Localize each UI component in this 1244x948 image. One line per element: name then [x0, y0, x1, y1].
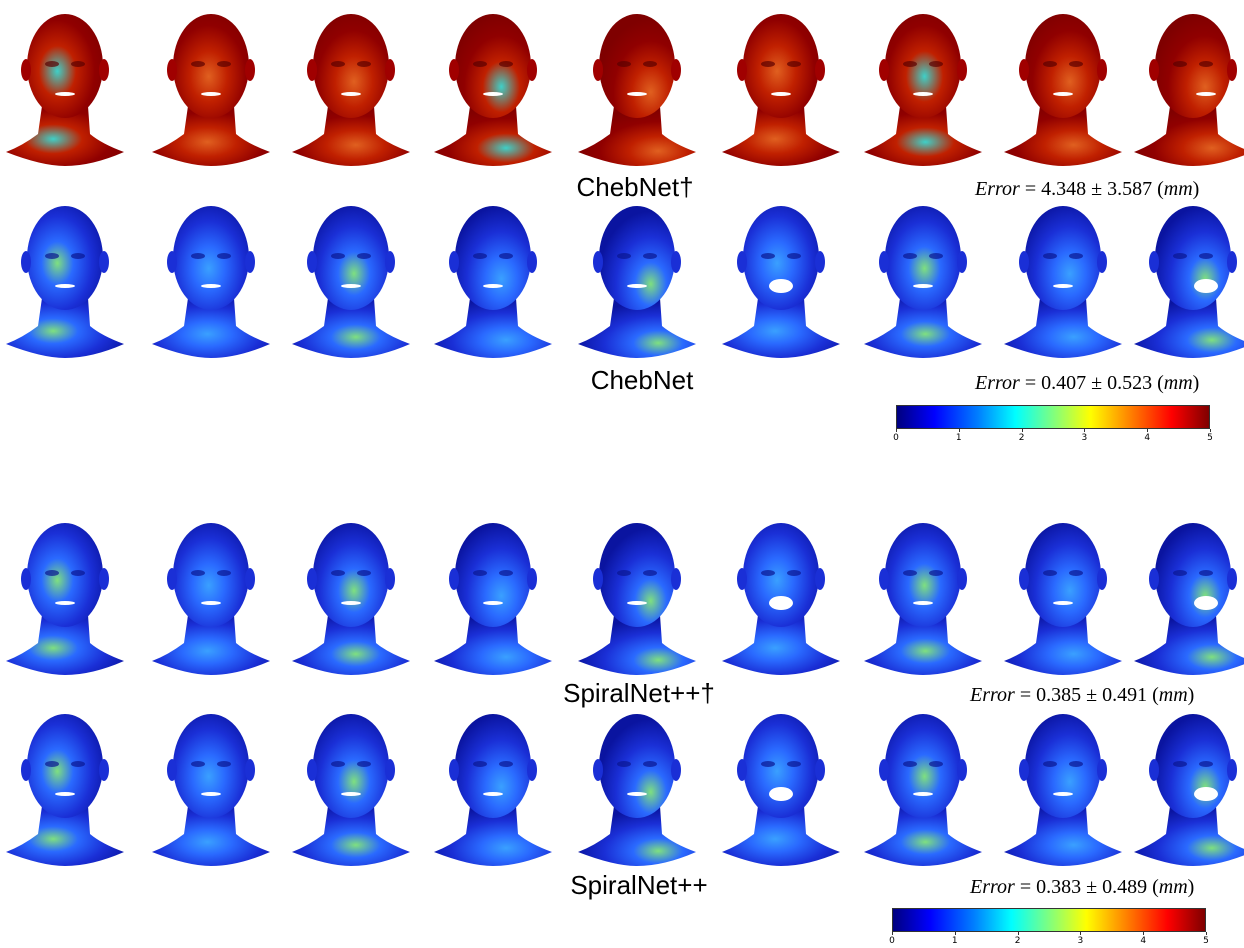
face-error-render: [2, 706, 128, 866]
face-error-render: [288, 706, 414, 866]
face-error-render: [574, 198, 700, 358]
colorbar-tickmark: [958, 429, 960, 432]
colorbar-tick-label: 5: [1203, 936, 1209, 946]
error-value: = 0.383 ± 0.489 (: [1019, 876, 1159, 898]
error-value: = 0.407 ± 0.523 (: [1024, 372, 1164, 394]
face-error-render: [860, 706, 986, 866]
error-value: = 4.348 ± 3.587 (: [1024, 178, 1164, 200]
head-row-spiralnet: [0, 706, 1244, 866]
face-error-render: [2, 515, 128, 675]
colorbar-tick-label: 1: [955, 433, 962, 443]
colorbar-tickmark: [1147, 429, 1149, 432]
error-suffix: ): [1192, 178, 1200, 200]
colorbar-tick-label: 4: [1140, 936, 1147, 946]
error-suffix: ): [1187, 684, 1195, 706]
colorbar-tick-label: 5: [1207, 433, 1213, 443]
colorbar-bottom: 0 1 2 3 4 5: [889, 908, 1209, 948]
face-error-render: [1000, 198, 1126, 358]
method-title-spiralnet-dagger: SpiralNet++†: [563, 678, 715, 708]
colorbar-top: 0 1 2 3 4 5: [893, 405, 1213, 445]
colorbar-tick-label: 3: [1077, 936, 1084, 946]
error-spiralnet: Error = 0.383 ± 0.489 (mm): [970, 876, 1194, 899]
colorbar-tickmark: [1021, 429, 1023, 432]
colorbar-tickmark: [1084, 429, 1086, 432]
colorbar-tickmark: [1017, 932, 1019, 935]
method-title-spiralnet: SpiralNet++: [570, 870, 708, 900]
colorbar-tickmark: [896, 429, 897, 432]
error-unit: mm: [1158, 876, 1188, 898]
face-error-render: [148, 198, 274, 358]
colorbar-gradient: [892, 908, 1206, 932]
error-suffix: ): [1187, 876, 1195, 898]
method-title-chebnet-dagger: ChebNet†: [576, 172, 694, 202]
face-error-render: [860, 6, 986, 166]
face-error-render: [574, 6, 700, 166]
colorbar-tickmark: [892, 932, 893, 935]
error-label: Error: [975, 372, 1020, 394]
face-error-render: [1000, 6, 1126, 166]
face-error-render: [574, 706, 700, 866]
colorbar-tickmark: [1210, 429, 1211, 432]
face-error-render: [430, 198, 556, 358]
face-error-render: [148, 515, 274, 675]
error-value: = 0.385 ± 0.491 (: [1019, 684, 1159, 706]
colorbar-tick-label: 2: [1014, 936, 1021, 946]
method-title-chebnet: ChebNet: [590, 365, 694, 395]
face-error-render: [1130, 706, 1244, 866]
face-error-render: [860, 515, 986, 675]
error-label: Error: [975, 178, 1020, 200]
face-error-render: [1130, 198, 1244, 358]
error-unit: mm: [1163, 178, 1193, 200]
error-chebnet: Error = 0.407 ± 0.523 (mm): [975, 372, 1199, 395]
face-error-render: [1130, 515, 1244, 675]
colorbar-gradient: [896, 405, 1210, 429]
face-error-render: [1000, 706, 1126, 866]
face-error-render: [148, 6, 274, 166]
error-label: Error: [970, 684, 1015, 706]
head-row-spiralnet-dagger: [0, 515, 1244, 675]
colorbar-tickmark: [1206, 932, 1207, 935]
face-error-render: [148, 706, 274, 866]
face-error-render: [2, 198, 128, 358]
face-error-render: [718, 515, 844, 675]
colorbar-tick-label: 4: [1144, 433, 1151, 443]
colorbar-tick-label: 1: [951, 936, 958, 946]
error-spiralnet-dagger: Error = 0.385 ± 0.491 (mm): [970, 684, 1194, 707]
face-error-render: [860, 198, 986, 358]
face-error-render: [718, 706, 844, 866]
colorbar-tick-label: 3: [1081, 433, 1088, 443]
head-row-chebnet-dagger: [0, 6, 1244, 166]
face-error-render: [718, 198, 844, 358]
error-label: Error: [970, 876, 1015, 898]
error-unit: mm: [1163, 372, 1193, 394]
colorbar-tick-label: 0: [889, 936, 895, 946]
face-error-render: [430, 706, 556, 866]
head-row-chebnet: [0, 198, 1244, 358]
error-chebnet-dagger: Error = 4.348 ± 3.587 (mm): [975, 178, 1199, 201]
face-error-render: [288, 515, 414, 675]
face-error-render: [1000, 515, 1126, 675]
colorbar-tickmark: [954, 932, 956, 935]
error-unit: mm: [1158, 684, 1188, 706]
colorbar-tickmark: [1080, 932, 1082, 935]
face-error-render: [430, 515, 556, 675]
colorbar-tickmark: [1143, 932, 1145, 935]
face-error-render: [2, 6, 128, 166]
face-error-render: [430, 6, 556, 166]
face-error-render: [718, 6, 844, 166]
face-error-render: [1130, 6, 1244, 166]
colorbar-tick-label: 0: [893, 433, 899, 443]
face-error-render: [574, 515, 700, 675]
face-error-render: [288, 6, 414, 166]
error-suffix: ): [1192, 372, 1200, 394]
face-error-render: [288, 198, 414, 358]
colorbar-tick-label: 2: [1018, 433, 1025, 443]
